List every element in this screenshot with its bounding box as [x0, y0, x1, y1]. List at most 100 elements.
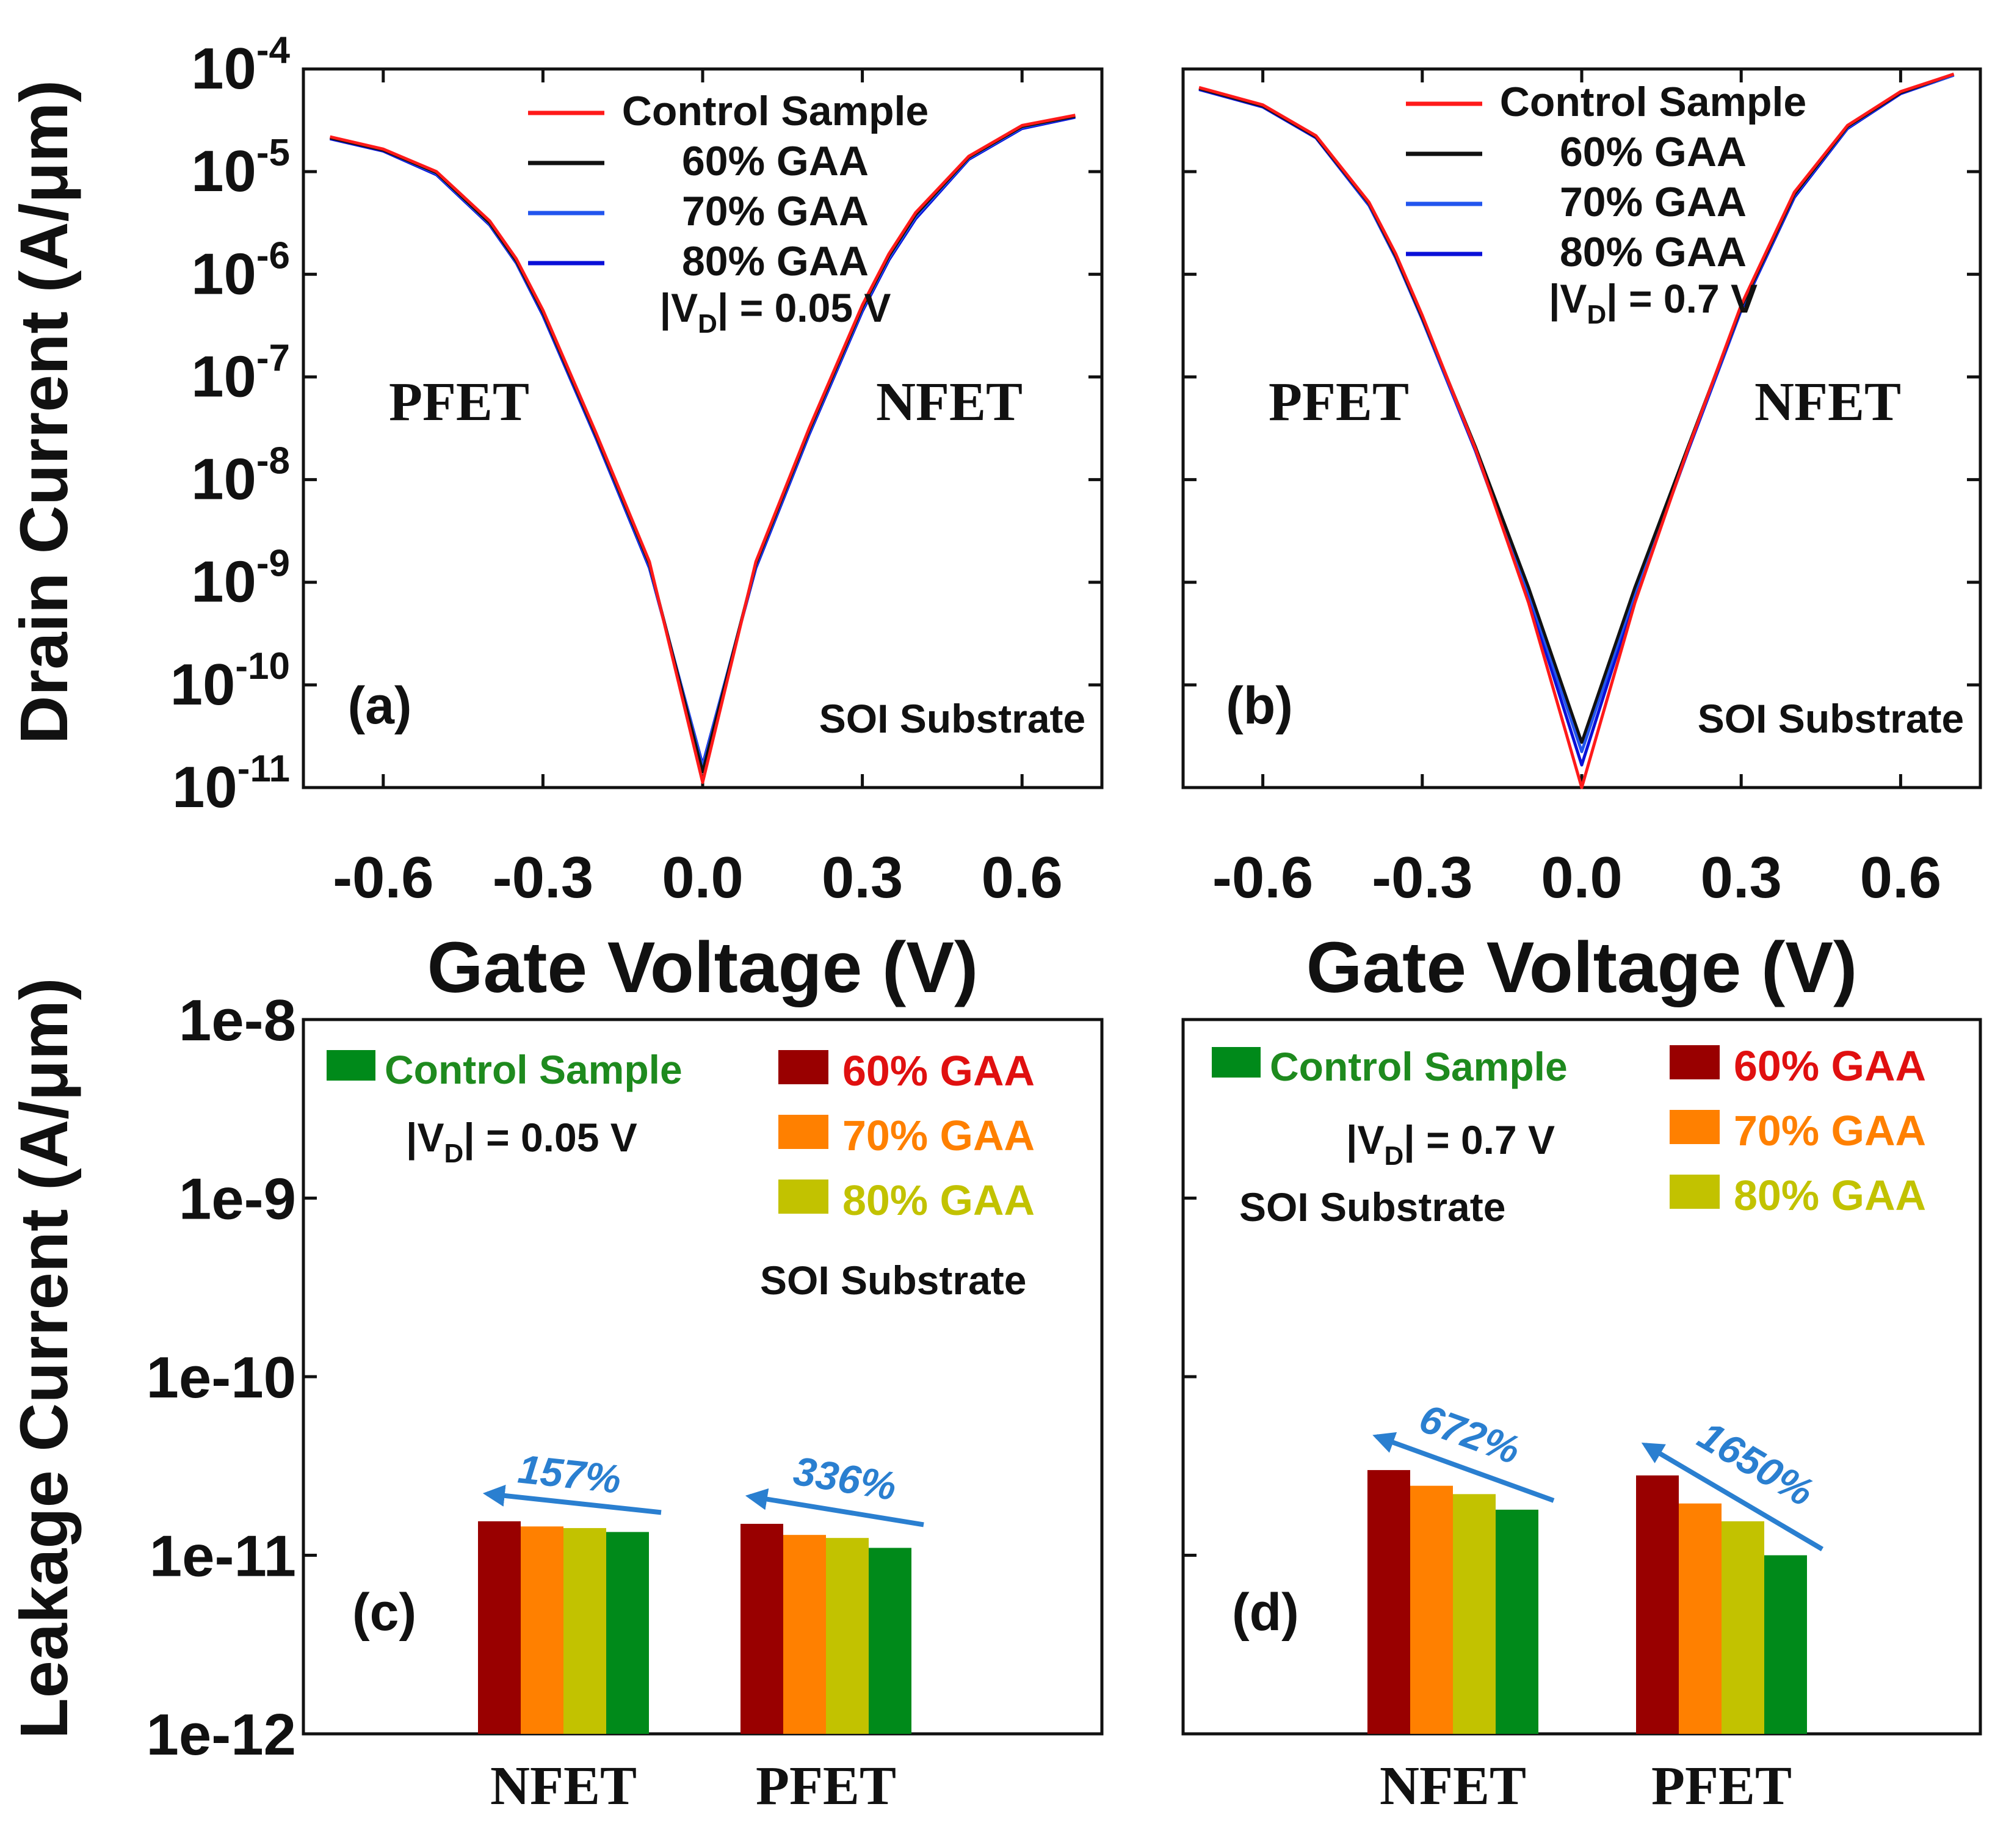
x-tick-label: 0.3	[1700, 845, 1781, 910]
legend-label: 60% GAA	[682, 138, 869, 184]
legend-label: 80% GAA	[1560, 229, 1747, 275]
vd-label: |VD| = 0.05 V	[406, 1115, 637, 1169]
legend-swatch	[1212, 1047, 1261, 1078]
panel-a: 10-4 10-5 10-6 10-7 10-8 10-9 10-10 10-11 -0.6 -0…	[170, 29, 1104, 1008]
bar	[1764, 1555, 1807, 1734]
legend-swatch	[778, 1179, 828, 1214]
vd-label: |VD| = 0.7 V	[1549, 276, 1758, 330]
bar	[478, 1521, 521, 1734]
bar	[826, 1538, 869, 1734]
nfet-label: NFET	[1754, 372, 1901, 432]
category-label: PFET	[756, 1756, 896, 1816]
bar	[563, 1527, 606, 1734]
vd-label: |VD| = 0.7 V	[1346, 1117, 1555, 1171]
y-tick-label: 10-7	[191, 337, 290, 409]
x-tick-label: 0.0	[662, 845, 743, 910]
vd-label: |VD| = 0.05 V	[660, 285, 891, 339]
legend-label: Control Sample	[1500, 79, 1807, 125]
y-tick-label: 1e-12	[146, 1702, 296, 1767]
substrate-label: SOI Substrate	[819, 696, 1085, 741]
bar	[783, 1535, 826, 1734]
trend-arrow	[482, 1484, 662, 1515]
substrate-label: SOI Substrate	[760, 1258, 1026, 1303]
y-tick-label: 10-5	[191, 132, 290, 204]
pfet-label: PFET	[1269, 372, 1409, 432]
y-tick-label: 10-11	[172, 748, 290, 820]
x-tick-label: -0.6	[1212, 845, 1313, 910]
bar	[1410, 1485, 1453, 1734]
arrow-label: 157%	[516, 1446, 623, 1502]
x-axis-title: Gate Voltage (V)	[1306, 927, 1858, 1008]
series-line	[330, 114, 1076, 784]
panel-label: (b)	[1226, 676, 1293, 735]
y-tick-label: 1e-10	[146, 1345, 296, 1410]
legend-label: 80% GAA	[1734, 1172, 1926, 1219]
panel-d: NFET PFET 672% 1650% Control Sample 60% GAA 70…	[1181, 1018, 1982, 1816]
category-label: NFET	[490, 1756, 637, 1816]
trend-arrow	[1372, 1432, 1555, 1503]
bar	[1367, 1469, 1410, 1734]
legend-label: 60% GAA	[1560, 129, 1747, 175]
bar	[1636, 1475, 1679, 1734]
y-axis-title-leakage: Leakage Current (A/μm)	[7, 977, 82, 1739]
legend-label: Control Sample	[385, 1047, 683, 1092]
panel-label: (a)	[347, 676, 411, 735]
y-tick-label: 10-6	[191, 234, 290, 306]
nfet-label: NFET	[876, 372, 1023, 432]
substrate-label: SOI Substrate	[1239, 1184, 1505, 1230]
category-label: PFET	[1651, 1756, 1792, 1816]
arrow-label: 672%	[1414, 1395, 1526, 1473]
x-tick-label: 0.6	[1860, 845, 1941, 910]
legend-swatch	[1670, 1175, 1720, 1209]
pfet-label: PFET	[389, 372, 529, 432]
legend-label: 70% GAA	[1560, 179, 1747, 225]
category-label: NFET	[1380, 1756, 1526, 1816]
x-tick-label: -0.3	[1372, 845, 1472, 910]
x-tick-label: 0.6	[981, 845, 1062, 910]
y-tick-label: 10-10	[170, 645, 290, 717]
legend-label: 60% GAA	[842, 1047, 1035, 1095]
substrate-label: SOI Substrate	[1698, 696, 1964, 741]
legend-label: 70% GAA	[842, 1112, 1035, 1159]
bar	[606, 1532, 649, 1734]
legend-label: 80% GAA	[682, 238, 869, 284]
legend-swatch	[327, 1050, 375, 1081]
bar	[1453, 1494, 1496, 1734]
y-tick-label: 1e-8	[179, 988, 296, 1053]
bar	[1679, 1503, 1722, 1734]
x-tick-label: 0.3	[822, 845, 903, 910]
legend-label: 70% GAA	[682, 188, 869, 234]
y-axis-title-drain: Drain Current (A/μm)	[7, 80, 82, 744]
legend-label: 70% GAA	[1734, 1107, 1926, 1154]
bar	[1722, 1521, 1764, 1734]
legend-label: 60% GAA	[1734, 1042, 1926, 1090]
x-tick-label: -0.6	[333, 845, 433, 910]
panel-c: 1e-8 1e-9 1e-10 1e-11 1e-12 NFET PFET 157% 336% C…	[146, 988, 1104, 1816]
y-tick-label: 1e-11	[150, 1524, 296, 1589]
bar	[740, 1523, 783, 1734]
panel-label: (d)	[1232, 1583, 1299, 1642]
arrow-label: 336%	[791, 1448, 899, 1509]
y-tick-label: 10-4	[191, 29, 290, 101]
bar	[521, 1526, 563, 1734]
legend-swatch	[1670, 1045, 1720, 1079]
legend-swatch	[778, 1050, 828, 1084]
legend-label: Control Sample	[1270, 1044, 1568, 1089]
legend-label: Control Sample	[622, 88, 929, 134]
legend-swatch	[1670, 1110, 1720, 1144]
trend-arrow	[745, 1488, 924, 1527]
arrow-label: 1650%	[1690, 1412, 1822, 1515]
legend-label: 80% GAA	[842, 1176, 1035, 1224]
series-line	[1198, 73, 1955, 789]
bar	[869, 1548, 911, 1734]
y-tick-label: 1e-9	[179, 1167, 296, 1232]
x-tick-label: -0.3	[493, 845, 593, 910]
x-axis-title: Gate Voltage (V)	[427, 927, 979, 1008]
y-tick-label: 10-9	[191, 543, 290, 615]
panel-label: (c)	[352, 1583, 416, 1642]
x-tick-label: 0.0	[1541, 845, 1622, 910]
bar	[1496, 1509, 1538, 1734]
trend-arrow	[1641, 1443, 1824, 1551]
